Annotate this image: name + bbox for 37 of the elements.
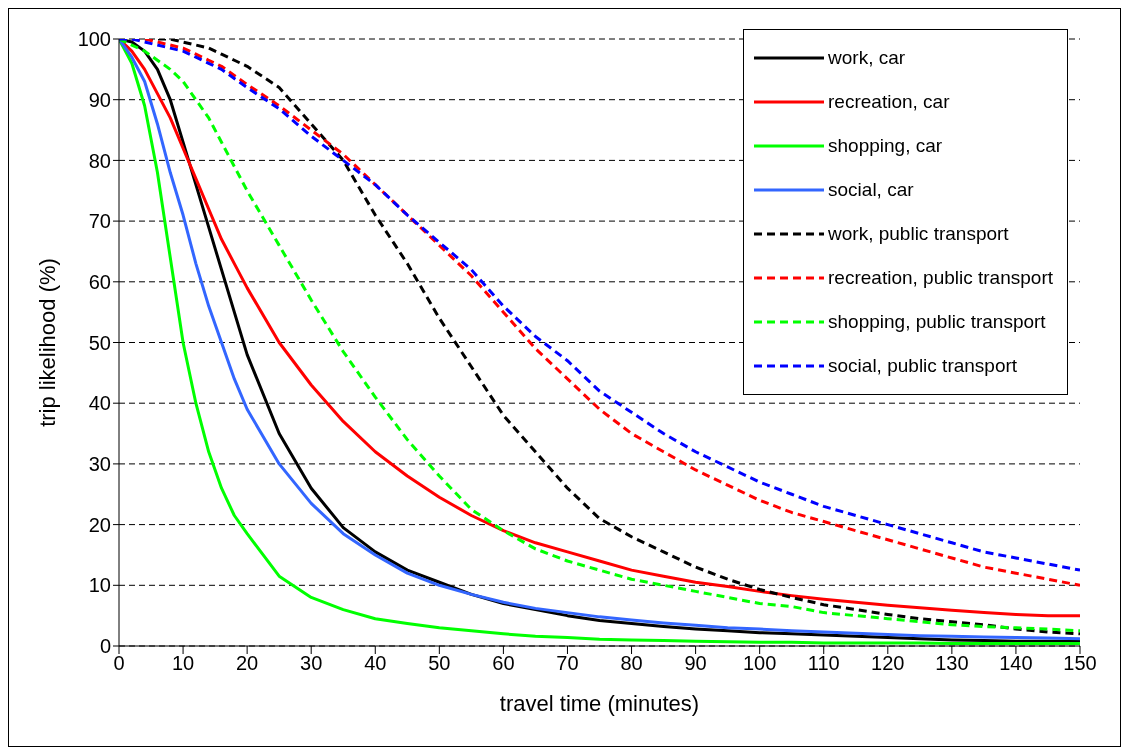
- y-tick-label: 60: [88, 270, 111, 293]
- x-tick-label: 120: [871, 652, 905, 675]
- x-tick-label: 50: [428, 652, 451, 675]
- x-tick-label: 20: [236, 652, 259, 675]
- x-tick-label: 140: [999, 652, 1033, 675]
- x-tick-label: 110: [807, 652, 840, 675]
- legend-label: work, car: [828, 47, 906, 69]
- x-tick-label: 80: [620, 652, 643, 675]
- y-tick-label: 10: [88, 574, 111, 597]
- y-tick-label: 90: [88, 88, 111, 111]
- y-tick-label: 40: [88, 392, 111, 415]
- y-tick-label: 20: [88, 513, 111, 536]
- x-tick-label: 150: [1063, 652, 1097, 675]
- x-tick-label: 90: [684, 652, 707, 675]
- y-tick-label: 100: [77, 28, 111, 51]
- legend-label: recreation, car: [828, 91, 950, 113]
- y-tick-label: 80: [88, 149, 111, 172]
- y-tick-label: 50: [88, 331, 111, 354]
- x-tick-label: 130: [935, 652, 969, 675]
- y-tick-label: 0: [99, 635, 111, 658]
- legend-label: shopping, car: [828, 135, 943, 157]
- x-tick-label: 100: [742, 652, 777, 675]
- y-axis-title: trip likelihood (%): [34, 258, 60, 427]
- x-axis-title: travel time (minutes): [499, 691, 700, 716]
- legend-label: social, public transport: [828, 355, 1018, 377]
- x-tick-label: 0: [113, 652, 125, 675]
- x-tick-label: 70: [556, 652, 579, 675]
- x-tick-label: 30: [300, 652, 323, 675]
- legend-label: social, car: [828, 179, 914, 201]
- x-tick-label: 60: [492, 652, 515, 675]
- legend-label: recreation, public transport: [828, 267, 1053, 289]
- y-tick-label: 70: [88, 210, 111, 233]
- y-tick-label: 30: [88, 453, 111, 475]
- x-tick-label: 40: [364, 652, 387, 675]
- x-tick-label: 10: [171, 652, 195, 675]
- legend-label: shopping, public transport: [828, 311, 1046, 333]
- legend-label: work, public transport: [828, 223, 1009, 245]
